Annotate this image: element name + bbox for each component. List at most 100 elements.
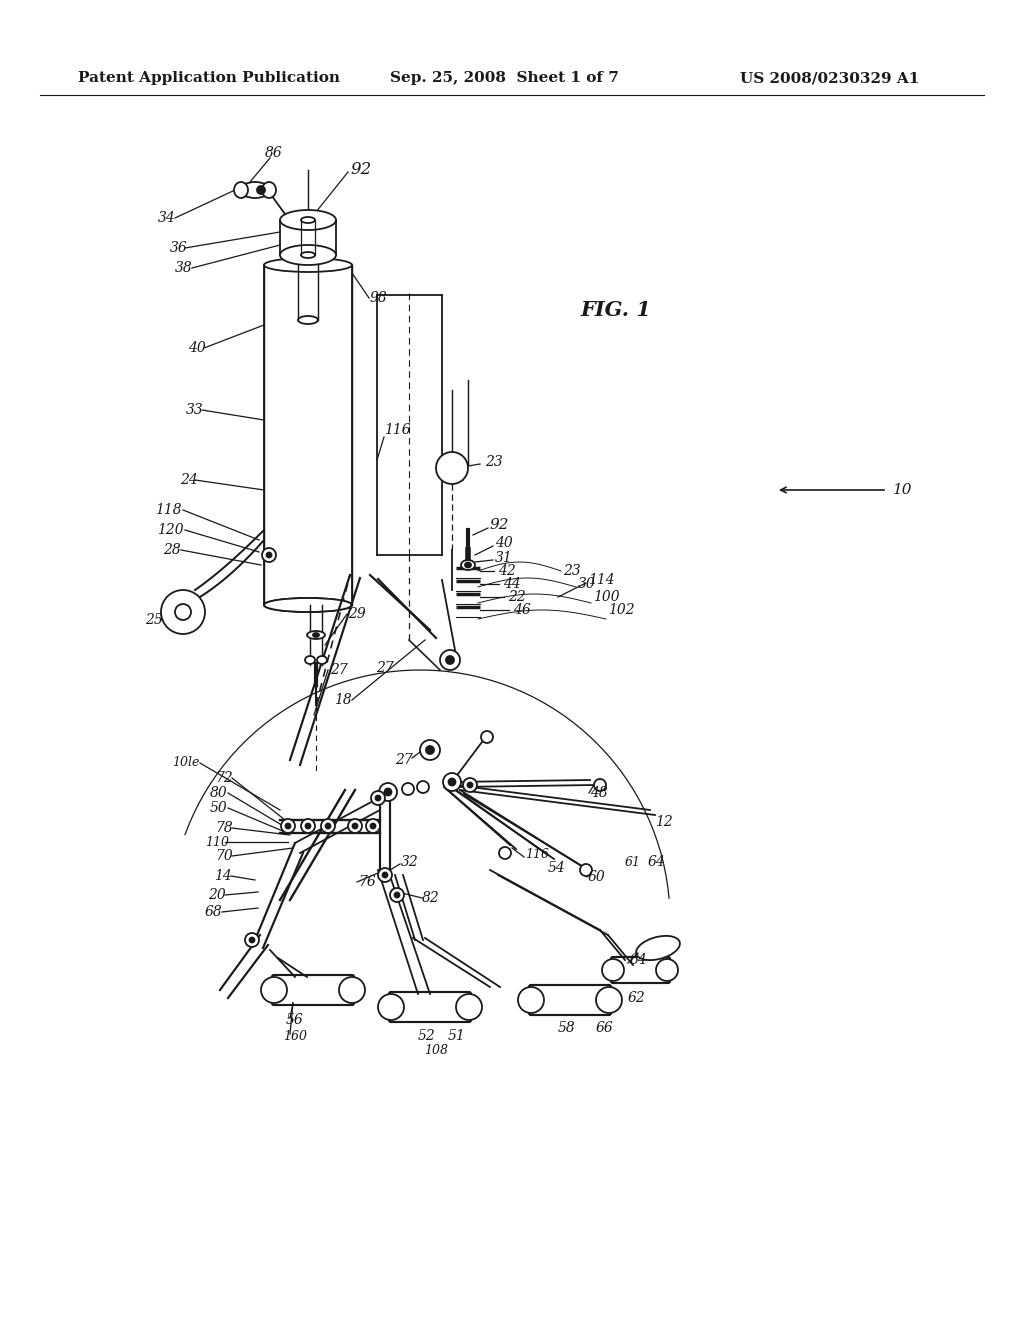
Text: 29: 29 — [348, 607, 366, 620]
Ellipse shape — [518, 987, 544, 1012]
Circle shape — [305, 824, 310, 829]
Text: 70: 70 — [215, 849, 232, 863]
Ellipse shape — [307, 631, 325, 639]
Circle shape — [286, 824, 291, 829]
Text: 22: 22 — [508, 590, 525, 605]
Circle shape — [594, 779, 606, 791]
Circle shape — [383, 873, 387, 878]
Circle shape — [250, 937, 255, 942]
Text: 12: 12 — [655, 814, 673, 829]
Circle shape — [175, 605, 191, 620]
Text: 98: 98 — [370, 290, 388, 305]
Text: 80: 80 — [210, 785, 227, 800]
Circle shape — [417, 781, 429, 793]
Text: 78: 78 — [215, 821, 232, 836]
Text: 40: 40 — [495, 536, 513, 550]
Text: 116: 116 — [525, 849, 549, 862]
Text: 33: 33 — [186, 403, 204, 417]
Text: 52: 52 — [418, 1030, 436, 1043]
Text: 108: 108 — [424, 1044, 449, 1056]
Text: 54: 54 — [548, 861, 565, 875]
Text: 72: 72 — [215, 771, 232, 785]
Text: Patent Application Publication: Patent Application Publication — [78, 71, 340, 84]
Circle shape — [449, 779, 456, 785]
Circle shape — [390, 888, 404, 902]
Text: 66: 66 — [596, 1020, 613, 1035]
FancyBboxPatch shape — [611, 957, 670, 983]
Ellipse shape — [280, 246, 336, 265]
Ellipse shape — [264, 598, 352, 612]
Text: 28: 28 — [163, 543, 181, 557]
Text: 23: 23 — [563, 564, 581, 578]
Text: 38: 38 — [175, 261, 193, 275]
FancyBboxPatch shape — [529, 985, 611, 1015]
Circle shape — [420, 741, 440, 760]
Text: 46: 46 — [513, 603, 530, 616]
Circle shape — [376, 796, 381, 800]
Ellipse shape — [378, 994, 404, 1020]
Text: 42: 42 — [498, 564, 516, 578]
Circle shape — [281, 818, 295, 833]
Text: 24: 24 — [180, 473, 198, 487]
Circle shape — [384, 788, 391, 796]
Circle shape — [161, 590, 205, 634]
Text: 10le: 10le — [172, 756, 200, 770]
Ellipse shape — [280, 210, 336, 230]
Circle shape — [266, 553, 271, 557]
Ellipse shape — [461, 560, 475, 570]
Circle shape — [468, 783, 472, 788]
Text: 61: 61 — [625, 855, 641, 869]
Text: 44: 44 — [503, 577, 521, 591]
Ellipse shape — [298, 315, 318, 323]
Text: 118: 118 — [155, 503, 181, 517]
Circle shape — [436, 451, 468, 484]
Text: 82: 82 — [422, 891, 439, 906]
Text: 110: 110 — [205, 836, 229, 849]
Circle shape — [443, 774, 461, 791]
Ellipse shape — [261, 977, 287, 1003]
Ellipse shape — [301, 216, 315, 223]
Circle shape — [245, 933, 259, 946]
Text: 92: 92 — [350, 161, 372, 177]
Text: 56: 56 — [286, 1012, 304, 1027]
Text: 62: 62 — [628, 991, 646, 1005]
Text: 32: 32 — [401, 855, 419, 869]
Ellipse shape — [602, 960, 624, 981]
Text: 48: 48 — [590, 785, 608, 800]
Circle shape — [499, 847, 511, 859]
Circle shape — [371, 791, 385, 805]
Text: 18: 18 — [334, 693, 352, 708]
Text: 64: 64 — [630, 953, 648, 968]
Ellipse shape — [339, 977, 365, 1003]
Text: 27: 27 — [395, 752, 413, 767]
Text: 34: 34 — [158, 211, 176, 224]
Text: 58: 58 — [558, 1020, 575, 1035]
Text: 100: 100 — [593, 590, 620, 605]
Circle shape — [426, 746, 434, 754]
Circle shape — [394, 892, 399, 898]
Ellipse shape — [317, 656, 327, 664]
Text: 120: 120 — [157, 523, 183, 537]
Text: 92: 92 — [490, 517, 510, 532]
Text: 51: 51 — [449, 1030, 466, 1043]
Ellipse shape — [636, 936, 680, 960]
Text: 114: 114 — [588, 573, 614, 587]
Text: 76: 76 — [358, 875, 376, 888]
Ellipse shape — [465, 562, 471, 568]
Text: 68: 68 — [205, 906, 223, 919]
Text: 116: 116 — [384, 422, 411, 437]
Circle shape — [348, 818, 362, 833]
Circle shape — [352, 824, 357, 829]
Ellipse shape — [656, 960, 678, 981]
Text: US 2008/0230329 A1: US 2008/0230329 A1 — [740, 71, 920, 84]
Ellipse shape — [456, 994, 482, 1020]
Circle shape — [301, 818, 315, 833]
FancyBboxPatch shape — [264, 265, 352, 605]
Circle shape — [481, 731, 493, 743]
Text: 30: 30 — [578, 577, 596, 591]
Ellipse shape — [264, 257, 352, 272]
Circle shape — [446, 656, 454, 664]
Text: 160: 160 — [283, 1031, 307, 1044]
Text: 10: 10 — [893, 483, 912, 498]
Ellipse shape — [301, 252, 315, 257]
